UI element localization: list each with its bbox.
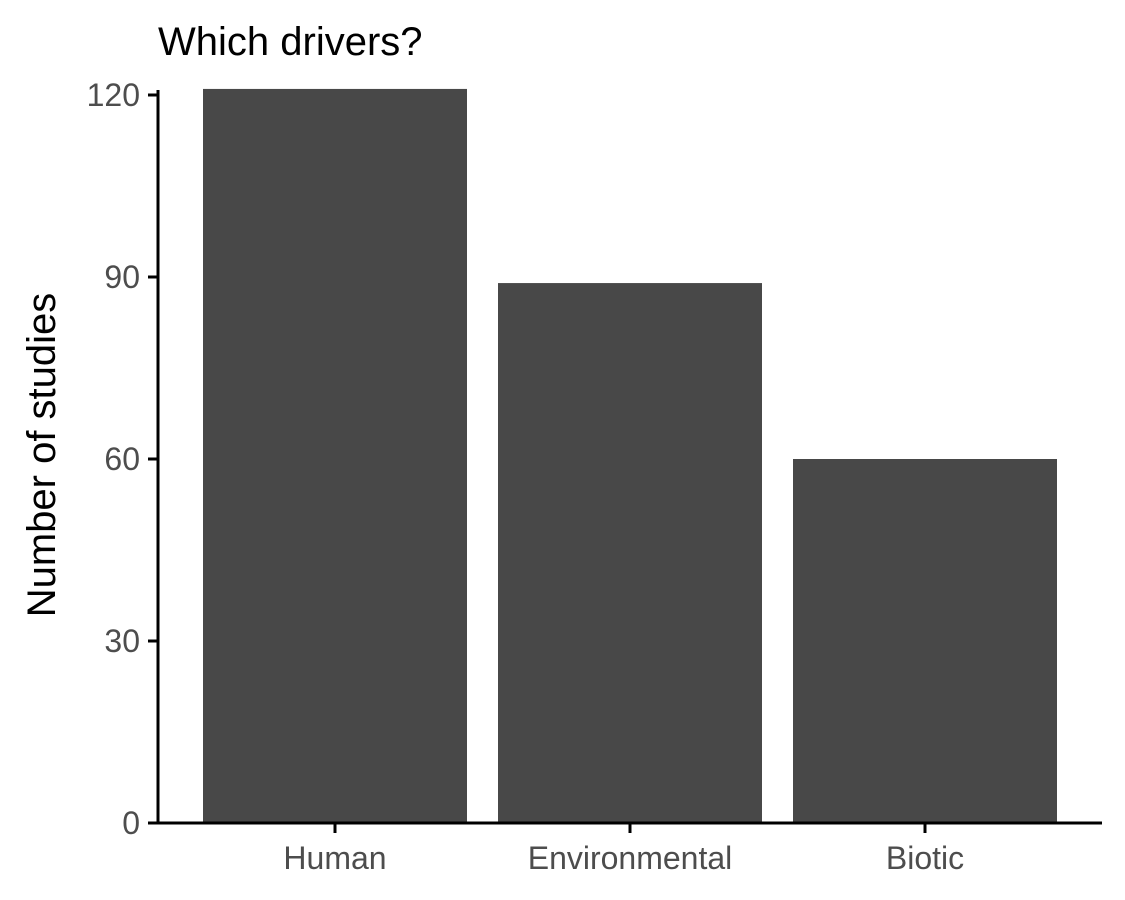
y-tick-label: 120 (87, 77, 140, 113)
y-tick-label: 30 (104, 623, 140, 659)
x-tick-label-biotic: Biotic (886, 840, 964, 876)
y-axis-ticks: 0 30 60 90 120 (87, 77, 158, 841)
y-tick-label: 0 (122, 805, 140, 841)
bar-human (203, 88, 467, 823)
y-tick-label: 90 (104, 259, 140, 295)
y-axis-label: Number of studies (20, 293, 64, 618)
x-tick-label-human: Human (283, 840, 386, 876)
bars-group (203, 88, 1057, 824)
bar-biotic (793, 459, 1057, 823)
x-axis-ticks: Human Environmental Biotic (283, 823, 964, 876)
bar-environmental (498, 283, 762, 824)
x-tick-label-environmental: Environmental (528, 840, 733, 876)
y-tick-label: 60 (104, 441, 140, 477)
chart-title: Which drivers? (158, 20, 423, 64)
